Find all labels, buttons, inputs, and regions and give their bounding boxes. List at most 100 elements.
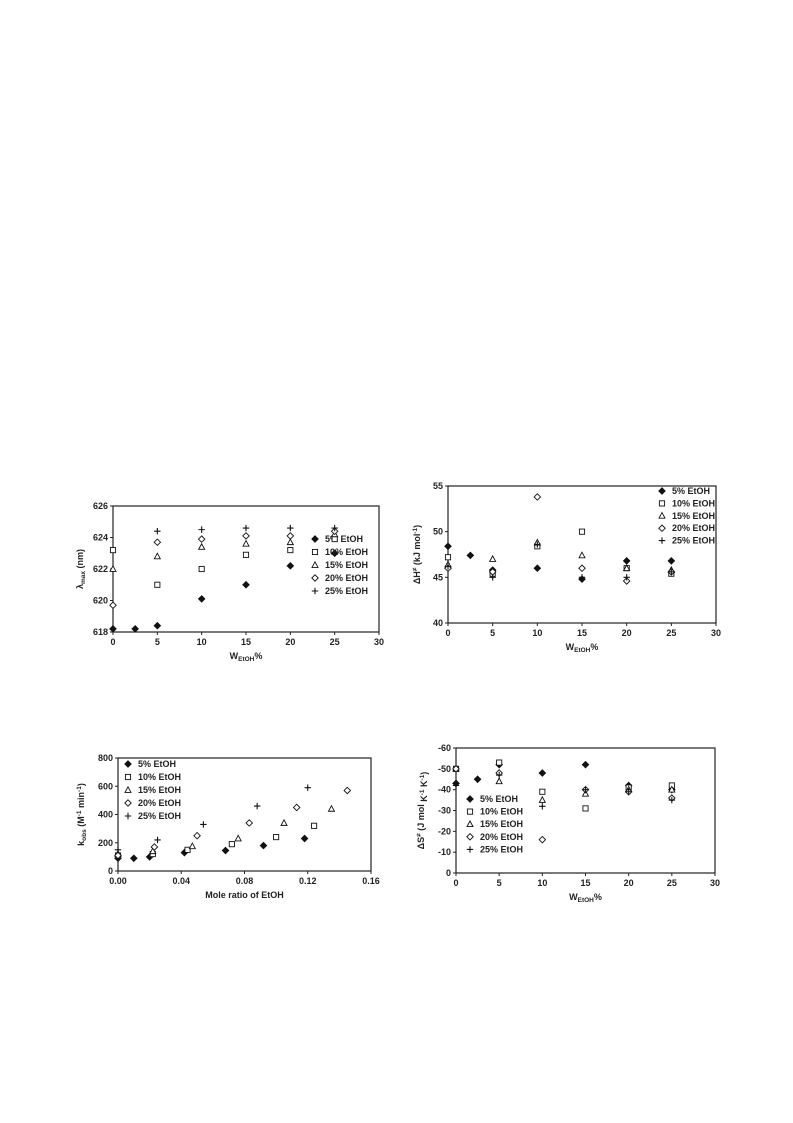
legend-label: 25% EtOH	[480, 844, 523, 854]
x-axis-label: WEtOH%	[569, 892, 602, 904]
x-tick-label: 30	[710, 878, 720, 888]
data-point	[327, 804, 336, 812]
y-tick-label: 0	[446, 868, 451, 878]
data-point	[444, 554, 452, 561]
y-tick-label: -60	[438, 743, 451, 753]
legend-marker	[658, 537, 666, 544]
data-point	[197, 535, 206, 543]
x-tick-label: 25	[666, 628, 676, 638]
data-point	[622, 564, 631, 572]
legend-label: 20% EtOH	[480, 832, 523, 842]
data-point	[623, 574, 630, 581]
y-axis-label: ΔH≠ (kJ mol-1)	[412, 525, 422, 584]
data-point	[495, 777, 503, 785]
legend-label: 5% EtOH	[672, 486, 710, 496]
legend-marker	[311, 548, 319, 556]
data-point	[200, 821, 207, 828]
data-point	[578, 564, 586, 573]
data-point	[311, 822, 318, 829]
data-point	[292, 803, 301, 812]
data-point	[466, 551, 475, 560]
legend-label: 20% EtOH	[325, 573, 368, 583]
legend-label: 15% EtOH	[480, 819, 523, 829]
y-axis-label: ΔS≠ (J mol K-1 K-1)	[416, 772, 429, 850]
x-tick-label: 10	[537, 878, 547, 888]
data-point	[538, 795, 547, 803]
x-tick-label: 25	[667, 878, 677, 888]
data-point	[582, 786, 589, 793]
legend-label: 25% EtOH	[138, 811, 181, 821]
data-point	[452, 764, 460, 773]
y-tick-label: 800	[98, 753, 113, 763]
data-point	[287, 524, 294, 532]
legend-marker	[124, 799, 132, 807]
x-tick-label: 25	[330, 637, 340, 647]
legend-marker	[658, 487, 666, 495]
legend-label: 25% EtOH	[325, 586, 368, 596]
x-axis-label: Mole ratio of EtOH	[205, 890, 284, 900]
x-tick-label: 5	[497, 878, 502, 888]
y-tick-label: 622	[93, 564, 108, 574]
legend-label: 15% EtOH	[138, 785, 181, 795]
legend-label: 5% EtOH	[138, 759, 176, 769]
legend-marker	[311, 574, 319, 582]
legend-marker	[466, 820, 474, 828]
data-point	[534, 541, 541, 548]
x-tick-label: 5	[155, 637, 160, 647]
data-point	[193, 831, 201, 840]
legend-label: 10% EtOH	[138, 772, 181, 782]
legend-label: 10% EtOH	[325, 547, 368, 557]
legend-label: 5% EtOH	[325, 534, 363, 544]
legend-marker	[658, 500, 666, 507]
y-tick-label: 400	[98, 810, 113, 820]
y-tick-label: 200	[98, 838, 113, 848]
x-tick-label: 5	[490, 628, 495, 638]
x-tick-label: 0	[453, 878, 458, 888]
data-point	[259, 841, 268, 850]
data-point	[667, 557, 676, 565]
x-tick-label: 0.00	[109, 876, 127, 886]
data-point	[444, 563, 452, 570]
data-point	[221, 846, 230, 855]
chart-lambda-max: 0 5 10 15 20 25 30 618 620 622 624 626 WEtOH% λmax (n…	[75, 501, 384, 663]
data-point	[304, 784, 311, 791]
chart-delta-h: 0 5 10 15 20 25 30 40 45 50 55 WEtOH% ΔH≠ (kJ mol-1)…	[412, 481, 721, 654]
data-point	[286, 532, 295, 540]
data-point	[109, 547, 117, 554]
data-point	[153, 538, 162, 547]
data-point	[242, 551, 250, 558]
data-point	[668, 796, 676, 804]
legend-label: 5% EtOH	[480, 794, 518, 804]
legend-marker	[466, 795, 474, 803]
data-point	[582, 805, 589, 812]
data-point	[622, 577, 631, 585]
x-tick-label: 0.12	[299, 876, 317, 886]
legend-label: 15% EtOH	[672, 511, 715, 521]
data-point	[109, 625, 117, 633]
data-point	[197, 595, 206, 603]
data-point	[533, 493, 542, 501]
y-tick-label: 40	[433, 618, 443, 628]
data-point	[154, 581, 161, 588]
legend-label: 20% EtOH	[138, 798, 181, 808]
data-point	[153, 621, 162, 630]
data-point	[495, 771, 503, 779]
y-axis-label: kobs (M-1 min-1)	[76, 783, 88, 846]
x-tick-label: 0.08	[236, 876, 254, 886]
data-point	[109, 601, 117, 610]
data-point	[444, 542, 452, 551]
y-tick-label: 600	[98, 781, 113, 791]
data-point	[496, 759, 503, 766]
data-point	[286, 562, 295, 570]
data-point	[228, 841, 235, 848]
data-point	[114, 851, 122, 860]
y-tick-label: 0	[108, 866, 113, 876]
chart-delta-s: 0 5 10 15 20 25 30 0 -10 -20 -30 -40 -50 -60 WEtOH% ΔS≠…	[416, 743, 720, 904]
data-point	[578, 551, 586, 559]
data-point	[242, 539, 250, 547]
legend-label: 10% EtOH	[480, 807, 523, 817]
data-point	[197, 542, 206, 550]
x-tick-label: 15	[241, 637, 251, 647]
data-point	[129, 854, 138, 863]
legend-marker	[124, 773, 132, 781]
